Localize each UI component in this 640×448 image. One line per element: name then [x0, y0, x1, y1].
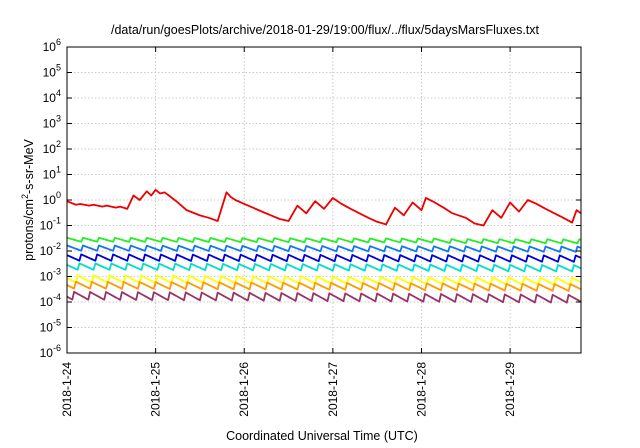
y-tick-exponent: 0	[56, 190, 61, 200]
y-tick-base: 10	[40, 219, 54, 233]
x-tick-label: 2018-1-24	[60, 362, 74, 417]
series-line-1	[66, 188, 582, 227]
series-line-8	[66, 290, 582, 304]
y-tick-base: 10	[40, 321, 54, 335]
y-tick-base: 10	[40, 295, 54, 309]
y-axis-label-pre: protons/cm	[22, 199, 36, 261]
series-line-7	[66, 280, 582, 292]
y-tick-exponent: -5	[53, 318, 61, 328]
y-axis-label: protons/cm2-s-sr-MeV	[20, 138, 36, 260]
y-tick-exponent: 6	[56, 37, 61, 47]
y-tick-label: 100	[43, 190, 61, 207]
y-tick-label: 10-3	[40, 267, 61, 284]
y-tick-base: 10	[43, 91, 57, 105]
y-tick-exponent: -4	[53, 292, 61, 302]
y-tick-base: 10	[43, 168, 57, 182]
series-layer	[66, 188, 582, 304]
y-tick-label: 10-2	[40, 241, 61, 258]
y-tick-label: 10-6	[40, 343, 61, 360]
y-tick-exponent: -1	[53, 216, 61, 226]
y-tick-exponent: -6	[53, 343, 61, 353]
y-tick-base: 10	[43, 142, 57, 156]
y-tick-exponent: 3	[56, 114, 61, 124]
y-tick-base: 10	[43, 40, 57, 54]
y-tick-exponent: -2	[53, 241, 61, 251]
y-tick-base: 10	[40, 244, 54, 258]
series-line-4	[66, 253, 582, 263]
x-tick-label: 2018-1-27	[326, 362, 340, 417]
x-axis-label: Coordinated Universal Time (UTC)	[226, 429, 418, 443]
series-line-3	[66, 244, 582, 253]
y-tick-label: 106	[43, 37, 61, 54]
y-tick-label: 105	[43, 63, 61, 80]
y-tick-label: 10-1	[40, 216, 61, 233]
y-tick-base: 10	[43, 193, 57, 207]
series-line-5	[66, 262, 582, 273]
y-tick-exponent: 2	[56, 139, 61, 149]
y-tick-label: 103	[43, 114, 61, 131]
x-tick-label: 2018-1-28	[414, 362, 428, 417]
y-tick-base: 10	[43, 117, 57, 131]
grid-lines	[67, 47, 581, 353]
y-tick-base: 10	[40, 270, 54, 284]
axes: 10-610-510-410-310-210-11001011021031041…	[40, 37, 581, 417]
y-tick-exponent: 4	[56, 88, 61, 98]
y-tick-exponent: 5	[56, 63, 61, 73]
y-tick-label: 104	[43, 88, 61, 105]
y-axis-label-sup: 2	[20, 194, 30, 199]
y-tick-exponent: 1	[56, 165, 61, 175]
y-tick-exponent: -3	[53, 267, 61, 277]
y-tick-label: 10-4	[40, 292, 61, 309]
y-axis-label-post: -s-sr-MeV	[22, 138, 36, 194]
y-tick-label: 101	[43, 165, 61, 182]
y-tick-label: 10-5	[40, 318, 61, 335]
x-tick-label: 2018-1-29	[503, 362, 517, 417]
series-line-2	[66, 236, 582, 245]
chart-title: /data/run/goesPlots/archive/2018-01-29/1…	[111, 23, 540, 37]
x-tick-label: 2018-1-25	[149, 362, 163, 417]
x-tick-label: 2018-1-26	[237, 362, 251, 417]
y-tick-base: 10	[40, 346, 54, 360]
series-line-6	[66, 274, 582, 286]
y-tick-base: 10	[43, 66, 57, 80]
y-tick-label: 102	[43, 139, 61, 156]
